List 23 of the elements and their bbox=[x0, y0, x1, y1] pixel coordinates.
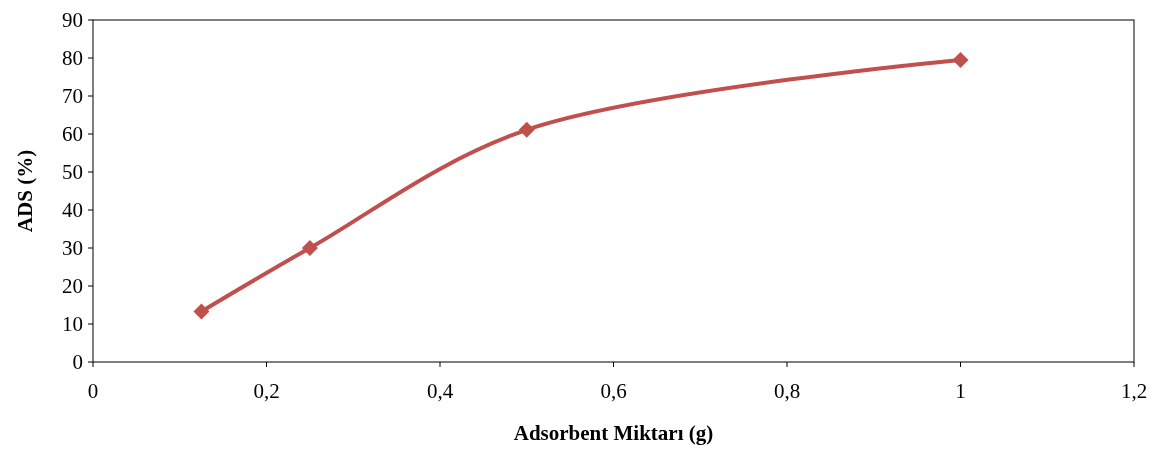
x-tick-label: 0,6 bbox=[600, 379, 627, 403]
x-axis-title: Adsorbent Miktarı (g) bbox=[513, 421, 714, 445]
x-tick-label: 0,8 bbox=[773, 379, 801, 403]
y-tick-label: 80 bbox=[62, 46, 83, 71]
x-tick-label: 0,2 bbox=[253, 379, 280, 403]
y-tick-label: 40 bbox=[62, 198, 83, 223]
y-tick-label: 60 bbox=[62, 122, 83, 147]
y-tick-label: 20 bbox=[62, 274, 83, 299]
y-tick-label: 10 bbox=[62, 312, 83, 337]
y-tick-label: 30 bbox=[62, 236, 83, 261]
point bbox=[193, 303, 210, 320]
y-axis-title: ADS (%) bbox=[13, 149, 37, 233]
point bbox=[301, 240, 318, 256]
x-tick-label: 0 bbox=[87, 379, 99, 403]
x-tick-label: 1 bbox=[955, 379, 966, 403]
y-tick-label: 0 bbox=[72, 350, 83, 375]
x-tick-label: 0,4 bbox=[426, 379, 454, 403]
y-tick-label: 70 bbox=[62, 84, 83, 109]
x-tick-label: 1,2 bbox=[1120, 379, 1148, 403]
point bbox=[518, 121, 535, 138]
point bbox=[952, 51, 969, 68]
y-tick-label: 90 bbox=[62, 8, 83, 33]
y-tick-label: 50 bbox=[62, 160, 83, 185]
